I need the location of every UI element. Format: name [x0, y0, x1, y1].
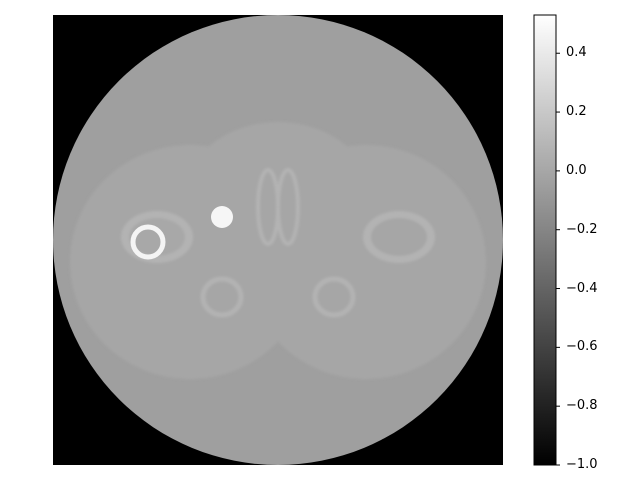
- center-loop-right: [276, 168, 300, 246]
- inner-structures: [121, 168, 435, 318]
- colorbar-gradient: [533, 14, 557, 466]
- left-lower-ring: [200, 276, 244, 318]
- right-lower-ring: [312, 276, 356, 318]
- ct-image: [53, 15, 503, 465]
- bright-dot: [211, 206, 233, 228]
- body-outline: [70, 122, 486, 379]
- bright-ring: [130, 224, 166, 260]
- colorbar-ticks: [556, 52, 560, 466]
- colorbar: [533, 14, 560, 466]
